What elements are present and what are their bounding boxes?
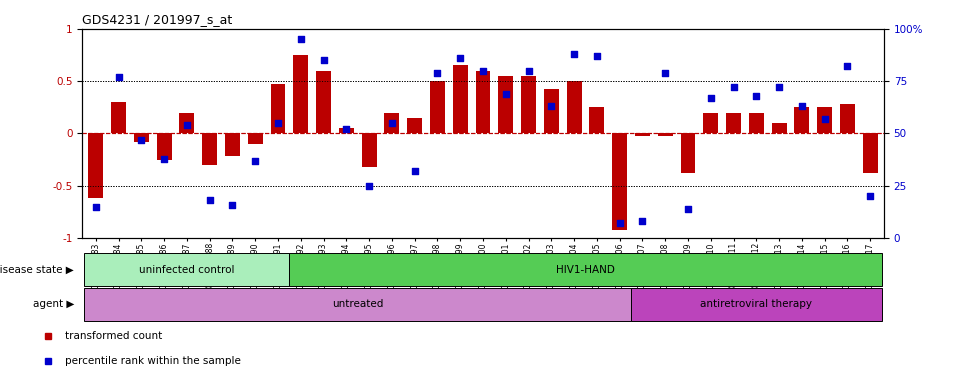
Point xyxy=(407,168,422,174)
Point xyxy=(430,70,445,76)
Point xyxy=(749,93,764,99)
Bar xyxy=(589,107,605,133)
Point xyxy=(566,51,582,57)
Bar xyxy=(840,104,855,133)
Point xyxy=(133,137,149,143)
Point xyxy=(658,70,673,76)
Bar xyxy=(84,253,290,286)
Bar xyxy=(270,84,285,133)
Point xyxy=(498,91,514,97)
Point xyxy=(703,95,719,101)
Point xyxy=(339,126,355,132)
Point xyxy=(794,103,810,109)
Point xyxy=(589,53,605,59)
Bar xyxy=(88,133,103,198)
Bar xyxy=(156,133,172,160)
Point xyxy=(202,197,217,204)
Point xyxy=(179,122,194,128)
Point xyxy=(111,74,127,80)
Bar xyxy=(361,133,377,167)
Point xyxy=(361,183,377,189)
Bar xyxy=(749,113,764,133)
Point xyxy=(863,193,878,199)
Bar xyxy=(111,102,126,133)
Text: HIV1-HAND: HIV1-HAND xyxy=(556,265,615,275)
Bar xyxy=(453,65,468,133)
Bar xyxy=(202,133,217,165)
Bar xyxy=(631,288,882,321)
Bar xyxy=(294,55,308,133)
Point xyxy=(452,55,468,61)
Point xyxy=(384,120,400,126)
Point xyxy=(544,103,559,109)
Point xyxy=(316,57,331,63)
Bar xyxy=(430,81,445,133)
Text: transformed count: transformed count xyxy=(65,331,162,341)
Bar xyxy=(567,81,582,133)
Point xyxy=(521,68,536,74)
Bar xyxy=(84,288,631,321)
Bar xyxy=(817,107,832,133)
Bar xyxy=(498,76,513,133)
Bar xyxy=(863,133,878,173)
Text: agent ▶: agent ▶ xyxy=(33,299,74,310)
Point xyxy=(817,116,833,122)
Point xyxy=(270,120,286,126)
Bar xyxy=(290,253,882,286)
Point xyxy=(772,84,787,91)
Bar xyxy=(635,133,650,136)
Text: uninfected control: uninfected control xyxy=(139,265,235,275)
Point xyxy=(225,202,241,208)
Bar xyxy=(681,133,696,173)
Bar xyxy=(316,71,331,133)
Bar xyxy=(225,133,240,156)
Bar xyxy=(134,133,149,142)
Point xyxy=(725,84,741,91)
Bar xyxy=(180,113,194,133)
Point xyxy=(635,218,650,224)
Bar xyxy=(772,123,786,133)
Text: disease state ▶: disease state ▶ xyxy=(0,265,74,275)
Point xyxy=(247,157,263,164)
Point xyxy=(839,63,855,70)
Point xyxy=(680,206,696,212)
Bar xyxy=(408,118,422,133)
Text: GDS4231 / 201997_s_at: GDS4231 / 201997_s_at xyxy=(82,13,233,26)
Bar xyxy=(703,113,718,133)
Point xyxy=(611,220,627,227)
Bar xyxy=(658,133,672,136)
Bar xyxy=(794,107,810,133)
Bar xyxy=(612,133,627,230)
Bar xyxy=(339,128,354,133)
Bar xyxy=(248,133,263,144)
Text: antiretroviral therapy: antiretroviral therapy xyxy=(700,299,812,310)
Text: percentile rank within the sample: percentile rank within the sample xyxy=(65,356,241,366)
Bar xyxy=(544,89,558,133)
Bar xyxy=(384,113,399,133)
Text: untreated: untreated xyxy=(332,299,384,310)
Bar xyxy=(475,71,491,133)
Bar xyxy=(521,76,536,133)
Point xyxy=(293,36,308,42)
Point xyxy=(475,68,491,74)
Point xyxy=(156,156,172,162)
Bar xyxy=(726,113,741,133)
Point xyxy=(88,204,103,210)
